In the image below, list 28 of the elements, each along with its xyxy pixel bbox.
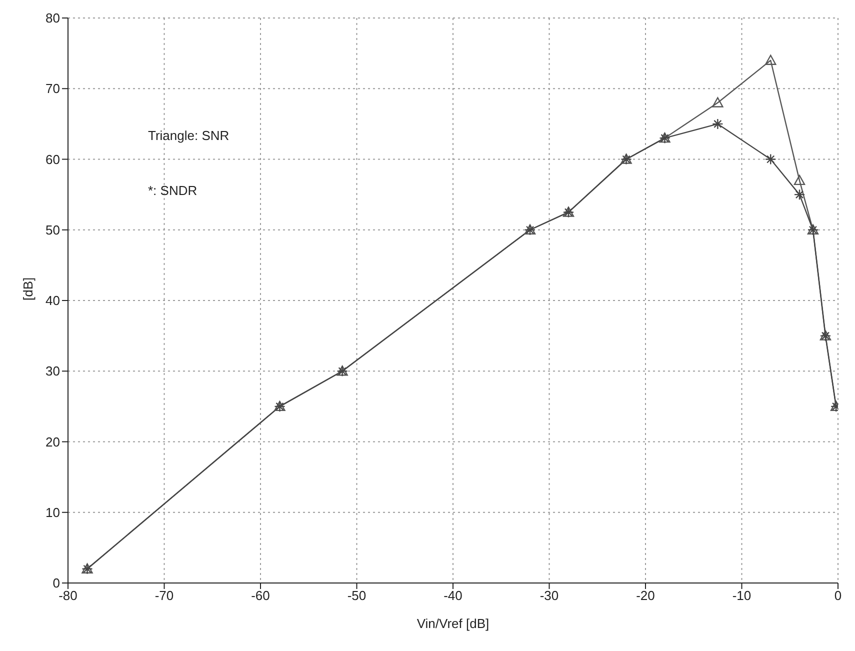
x-tick-label: -50 <box>347 588 366 604</box>
x-tick-label: -30 <box>540 588 559 604</box>
x-tick-label: -80 <box>58 588 78 604</box>
y-tick-label: 70 <box>46 81 60 96</box>
point <box>794 188 806 200</box>
point <box>712 118 724 130</box>
point <box>765 154 776 165</box>
x-tick-label: -20 <box>636 588 655 604</box>
y-tick-label: 30 <box>46 364 60 379</box>
x-tick-label: -10 <box>732 588 752 604</box>
point <box>765 54 776 65</box>
y-tick-label: 10 <box>46 504 60 520</box>
x-tick-label: -60 <box>251 588 270 604</box>
x-tick-label: -40 <box>444 588 462 604</box>
y-tick-label: 60 <box>46 152 60 167</box>
y-tick-label: 40 <box>46 293 60 308</box>
point <box>712 97 724 108</box>
x-tick-label: 0 <box>834 588 842 604</box>
x-axis-title: Vin/Vref [dB] <box>416 616 490 631</box>
y-tick-label: 80 <box>46 10 60 26</box>
y-axis-title: [dB] <box>20 277 36 300</box>
annotation: Triangle: SNR <box>148 128 230 143</box>
y-tick-label: 20 <box>46 434 60 450</box>
y-tick-label: 0 <box>52 576 60 591</box>
point <box>794 174 806 186</box>
annotation: *: SNDR <box>148 183 198 198</box>
y-tick-label: 50 <box>46 222 60 238</box>
x-tick-label: -70 <box>154 588 174 604</box>
